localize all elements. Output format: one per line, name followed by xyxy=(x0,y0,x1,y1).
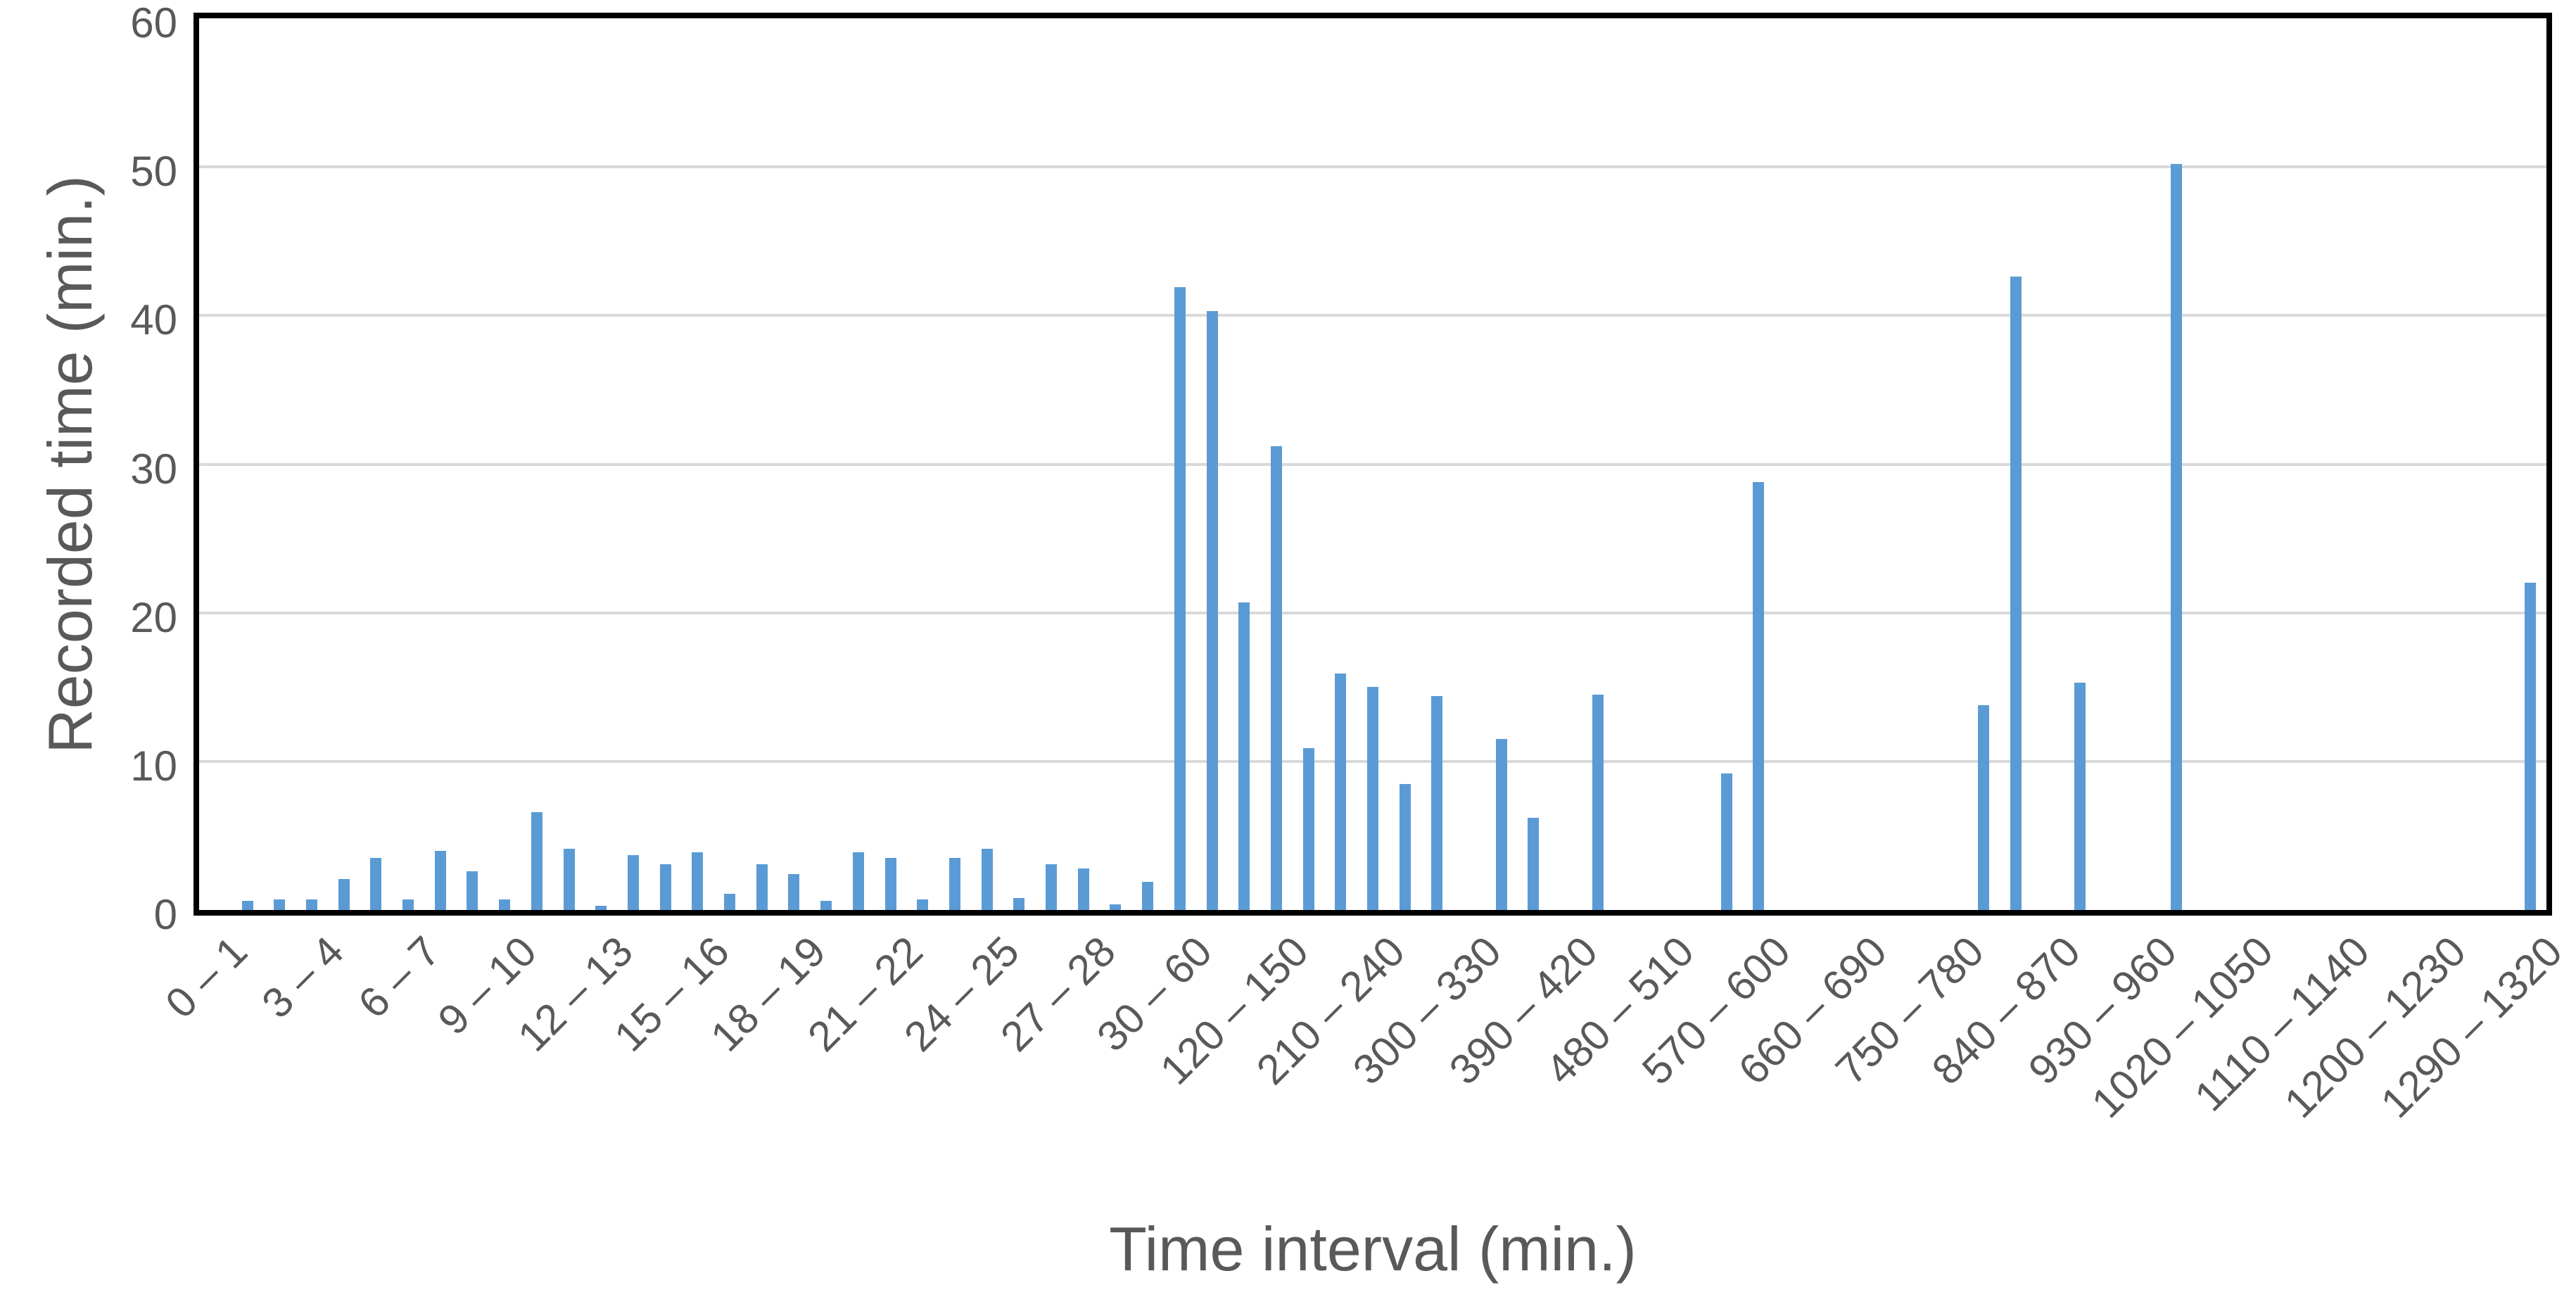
bar-240–270 xyxy=(1400,784,1411,910)
bar-21–22 xyxy=(885,858,896,910)
bar-20–21 xyxy=(853,852,864,910)
y-tick-label-60: 60 xyxy=(130,0,177,46)
bar-150–180 xyxy=(1303,748,1314,910)
bar-29–30 xyxy=(1142,882,1153,910)
bar-14–15 xyxy=(660,864,671,910)
bar-180–210 xyxy=(1335,674,1346,910)
bar-26–27 xyxy=(1046,864,1057,910)
bar-7–8 xyxy=(435,851,446,910)
bar-120–150 xyxy=(1271,446,1282,910)
y-tick-label-10: 10 xyxy=(130,742,177,790)
bar-60–90 xyxy=(1207,311,1218,910)
bar-18–19 xyxy=(788,874,799,910)
bar-810–840 xyxy=(2010,277,2022,910)
bar-16–17 xyxy=(724,894,735,910)
bar-540–570 xyxy=(1721,773,1732,910)
bar-28–29 xyxy=(1110,904,1121,910)
bar-23–24 xyxy=(949,858,960,910)
y-tick-label-40: 40 xyxy=(130,296,177,343)
bar-17–18 xyxy=(756,864,768,910)
bar-210–240 xyxy=(1367,687,1378,910)
bar-27–28 xyxy=(1078,868,1089,910)
bar-870–900 xyxy=(2074,683,2086,910)
x-axis-title: Time interval (min.) xyxy=(1109,1214,1637,1284)
bar-570–600 xyxy=(1753,482,1764,910)
bar-2–3 xyxy=(274,899,285,910)
bar-22–23 xyxy=(917,899,928,910)
y-tick-label-20: 20 xyxy=(130,594,177,641)
bar-330–360 xyxy=(1496,739,1507,910)
bar-30–60 xyxy=(1174,287,1186,910)
bar-19–20 xyxy=(820,901,832,910)
x-tick-label-0–1: 0 – 1 xyxy=(156,927,257,1028)
bar-960–990 xyxy=(2171,164,2182,910)
bar-24–25 xyxy=(982,849,993,910)
gridline-y-20 xyxy=(199,612,2546,614)
bar-270–300 xyxy=(1431,696,1442,910)
bar-25–26 xyxy=(1013,898,1024,910)
bar-11–12 xyxy=(564,849,575,910)
plot-area xyxy=(193,13,2552,916)
bar-8–9 xyxy=(467,871,478,910)
bar-12–13 xyxy=(595,906,607,910)
bar-780–810 xyxy=(1978,705,1989,910)
bar-6–7 xyxy=(402,899,414,910)
gridline-y-40 xyxy=(199,314,2546,317)
bar-1–2 xyxy=(242,901,253,910)
bar-10–11 xyxy=(531,812,543,910)
gridline-y-50 xyxy=(199,165,2546,168)
bar-4–5 xyxy=(338,879,350,910)
bar-3–4 xyxy=(306,899,317,910)
bar-420–450 xyxy=(1592,695,1604,910)
bar-13–14 xyxy=(628,855,639,910)
bar-1290–1320 xyxy=(2525,583,2536,910)
y-tick-label-30: 30 xyxy=(130,445,177,493)
y-tick-label-0: 0 xyxy=(153,891,177,938)
x-tick-label-3–4: 3 – 4 xyxy=(253,927,353,1028)
gridline-y-30 xyxy=(199,463,2546,466)
bar-90–120 xyxy=(1238,602,1250,910)
bar-9–10 xyxy=(499,899,510,910)
bar-360–390 xyxy=(1528,818,1539,910)
y-tick-label-50: 50 xyxy=(130,148,177,195)
bar-15–16 xyxy=(692,852,703,910)
bar-5–6 xyxy=(370,858,381,910)
